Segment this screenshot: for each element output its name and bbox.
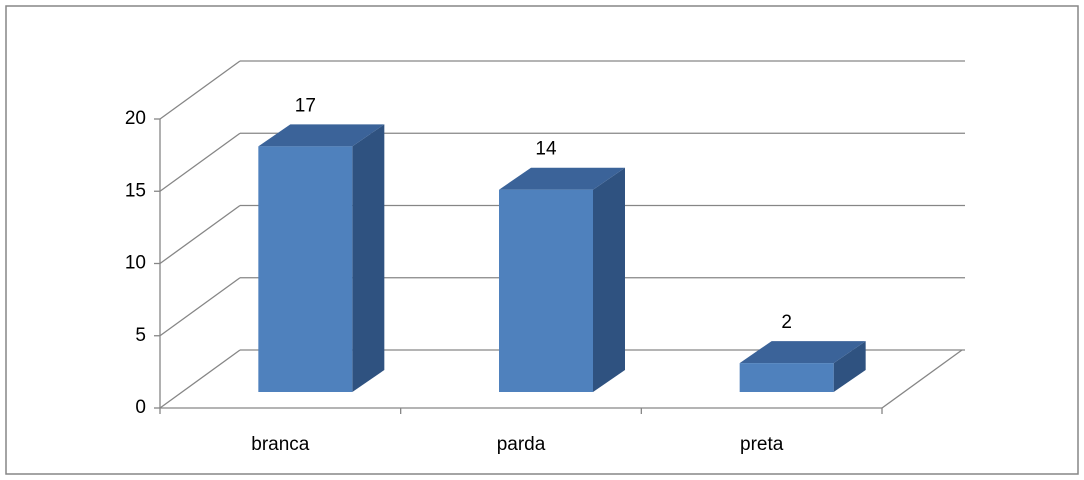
grid-line: [159, 204, 241, 265]
bar: [739, 341, 866, 392]
bar-side: [593, 167, 625, 392]
data-label: 2: [781, 312, 792, 333]
data-label: 14: [535, 139, 557, 160]
bar-front: [499, 189, 593, 392]
y-tick-label: 5: [135, 325, 146, 346]
data-label: 17: [295, 95, 316, 116]
bar-top: [258, 124, 385, 147]
bar: [258, 124, 385, 392]
bar-side: [833, 341, 866, 392]
grid-line: [159, 60, 241, 120]
y-tick-label: 0: [135, 397, 146, 418]
bar-side: [352, 124, 385, 392]
x-tick-label: branca: [251, 434, 310, 455]
grid-line: [159, 277, 241, 337]
grid-line: [159, 132, 241, 192]
y-tick-label: 15: [125, 180, 146, 201]
y-tick-label: 10: [125, 253, 146, 274]
bar-front: [739, 363, 834, 392]
bar: [499, 167, 625, 392]
x-tick-label: parda: [497, 434, 546, 455]
grid-line: [159, 349, 241, 409]
floor-edge: [881, 349, 963, 409]
x-tick-label: preta: [740, 434, 784, 455]
bar-front: [258, 146, 353, 392]
bar-top: [739, 341, 866, 364]
y-tick-label: 20: [125, 108, 146, 129]
bar-top: [499, 167, 625, 190]
